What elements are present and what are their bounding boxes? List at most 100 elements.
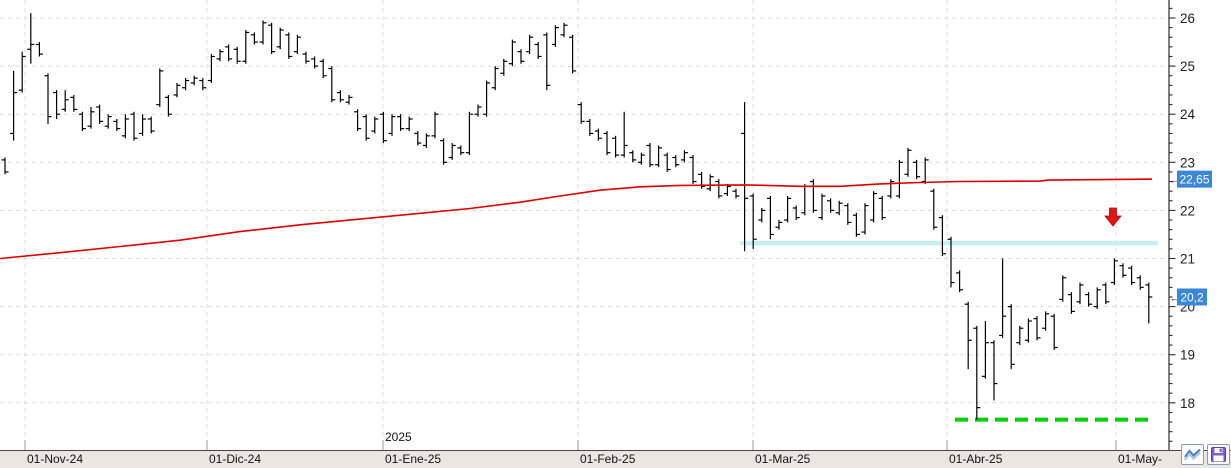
price-badge-value: 22,65 [1179,173,1209,187]
ohlc-bar [397,114,405,132]
ohlc-bar [199,78,207,91]
ohlc-bar [603,131,611,156]
ohlc-bar [586,119,594,136]
ohlc-bar [775,220,783,230]
ohlc-bar [354,109,362,132]
ohlc-bar [534,42,542,59]
ohlc-bar [732,188,740,199]
y-axis-tick-label: 23 [1180,155,1195,170]
ohlc-bar [250,32,258,45]
ohlc-bar [10,70,18,141]
ohlc-bar [680,150,688,163]
ohlc-bar [672,155,680,168]
ohlc-bar [990,340,998,401]
ohlc-bar [1128,265,1136,285]
ohlc-bar [1033,316,1041,341]
ohlc-bar [663,152,671,172]
ohlc-bars [1,13,1153,420]
y-axis-tick-label: 18 [1180,396,1195,411]
ohlc-bar [508,39,516,67]
ohlc-bar [207,54,215,83]
save-button[interactable] [1207,444,1230,465]
ohlc-bar [440,138,448,165]
ohlc-bar [646,143,654,168]
ohlc-bar [457,145,465,156]
ohlc-bar [78,111,86,132]
ohlc-bar [1076,282,1084,305]
ohlc-bar [938,215,946,257]
ohlc-bar [491,66,499,91]
ohlc-bar [1016,325,1024,346]
ohlc-bar [113,119,121,132]
ohlc-bar [637,152,645,165]
price-badge: ←22,65 [1170,170,1212,188]
ohlc-bar [285,32,293,59]
ohlc-bar [1093,287,1101,310]
ohlc-bar [1119,263,1127,278]
ohlc-bar [53,90,61,120]
ohlc-bar [27,13,35,64]
x-axis-date-label: 01-Mar-25 [755,452,811,466]
ohlc-bar [336,90,344,103]
down-arrow-marker[interactable] [1104,207,1122,227]
ohlc-bar [1085,292,1093,307]
ohlc-bar [698,171,706,189]
ohlc-bar [715,179,723,199]
ohlc-bar [233,46,241,64]
save-icon [1211,447,1226,462]
badge-pointer-icon: ← [1170,175,1181,187]
ohlc-bar [809,179,817,213]
moving-average-line[interactable] [0,178,1153,260]
ohlc-bar [104,114,112,129]
ohlc-bar [844,203,852,225]
statusbar-toolbuttons [1181,444,1230,465]
ohlc-bar [483,80,491,117]
ohlc-bar [577,102,585,124]
ohlc-bar [500,58,508,76]
ohlc-bar [741,102,749,252]
ohlc-bar [543,32,551,91]
ohlc-bar [1,157,9,175]
ohlc-bar [947,236,955,288]
ohlc-bar [526,34,534,55]
ohlc-bar [362,114,370,141]
ohlc-bar [242,30,250,64]
ohlc-bar [560,22,568,38]
ohlc-bar [44,73,52,124]
price-badge-value: 20,2 [1180,290,1204,304]
ohlc-bar [448,143,456,160]
ohlc-bar [956,270,964,293]
h-gridlines [0,17,1169,404]
ohlc-bar [276,27,284,50]
ohlc-bar [147,116,155,134]
ohlc-bar [190,75,198,86]
ohlc-bar [749,193,757,249]
ohlc-bar [827,198,835,213]
ohlc-bar [268,22,276,55]
ohlc-bar [758,207,766,223]
ohlc-bar [1042,311,1050,331]
ohlc-bar [121,114,129,139]
y-axis-tick-label: 22 [1180,203,1195,218]
ohlc-bar [156,68,164,107]
ohlc-bar [981,321,989,379]
ohlc-bar [612,135,620,158]
ohlc-bar [818,193,826,221]
ohlc-bar [70,94,78,112]
zigzag-tool-button[interactable] [1181,444,1204,465]
ohlc-bar [887,179,895,199]
ohlc-bar [766,195,774,240]
ohlc-bar [422,133,430,148]
x-axis-date-label: 01-Dic-24 [209,452,262,466]
ohlc-bar [388,114,396,136]
ohlc-bar [259,20,267,45]
v-gridlines [24,0,1117,450]
y-axis-tick-label: 25 [1180,59,1195,74]
ohlc-bar [164,94,172,117]
ohlc-bar [139,114,147,136]
ohlc-bar [913,159,921,180]
ohlc-bar [431,111,439,139]
x-axis-date-label: 01-May- [1118,452,1163,466]
